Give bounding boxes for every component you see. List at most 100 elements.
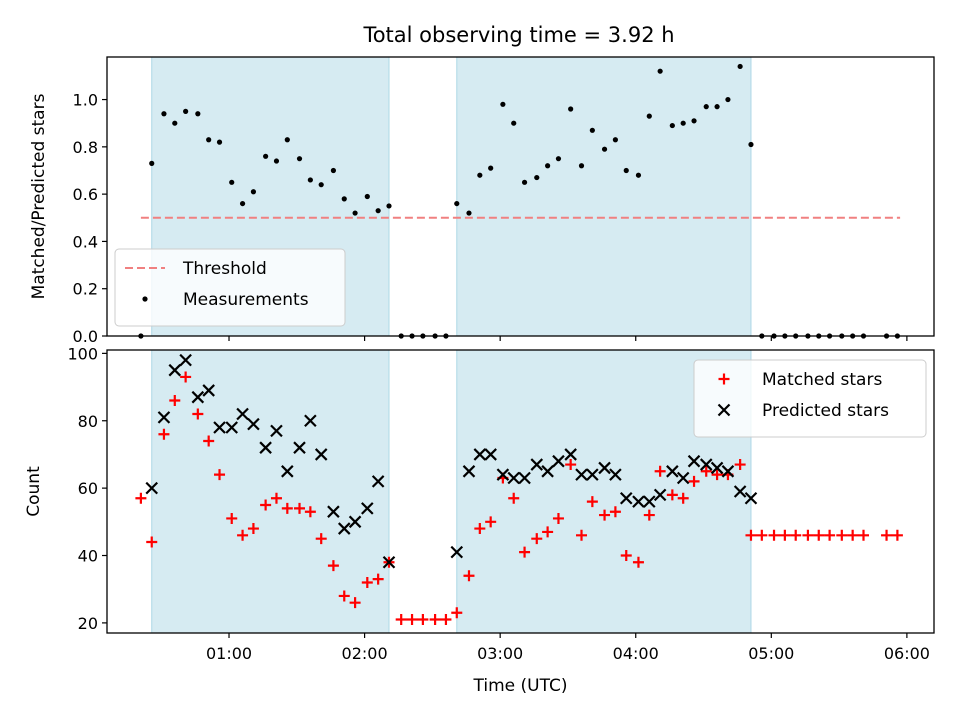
predicted-stars-point: [699, 458, 713, 471]
predicted-stars-point: [304, 414, 317, 428]
predicted-stars-point: [710, 461, 724, 475]
matched-stars-point: [226, 512, 238, 524]
legend-label: Measurements: [183, 290, 309, 310]
matched-stars-point: [565, 459, 577, 471]
bottom-y-axis-label: Count: [24, 466, 44, 517]
matched-stars-point: [599, 509, 611, 521]
measurements-point: [183, 108, 189, 114]
y-tick-label: 0.8: [73, 138, 98, 157]
predicted-stars-point: [676, 471, 690, 485]
measurements-point: [386, 203, 392, 209]
measurements-point: [578, 163, 585, 169]
legend-box: [693, 359, 927, 438]
x-tick-label: 04:00: [613, 644, 659, 663]
predicted-stars-point: [281, 465, 294, 478]
matched-stars-point: [146, 536, 158, 548]
matched-stars-point: [417, 614, 429, 626]
predicted-stars-point: [348, 515, 362, 529]
matched-stars-point: [734, 459, 746, 471]
matched-stars-point: [552, 512, 564, 524]
y-tick-label: 0.2: [73, 280, 98, 299]
matched-stars-point: [304, 506, 316, 518]
measurements-point: [364, 193, 370, 200]
measurements-point: [589, 127, 595, 133]
y-tick-label: 0.6: [73, 185, 98, 204]
matched-stars-point: [406, 614, 418, 626]
measurements-point: [477, 172, 483, 178]
legend-label: Threshold: [182, 259, 267, 279]
measurements-point: [521, 179, 528, 185]
measurements-point: [273, 158, 280, 164]
matched-stars-point: [620, 550, 632, 562]
measurements-point: [534, 174, 540, 181]
matched-stars-point: [463, 570, 475, 582]
predicted-stars-point: [202, 384, 215, 397]
measurements-point: [545, 163, 551, 169]
top-series-measurements: [138, 63, 900, 339]
matched-stars-point: [891, 529, 903, 541]
measurements-point: [216, 139, 223, 145]
predicted-stars-point: [247, 417, 260, 431]
measurements-point: [375, 208, 381, 214]
measurements-point: [229, 179, 235, 185]
predicted-stars-point: [450, 545, 464, 559]
measurements-point: [646, 113, 652, 119]
matched-stars-point: [677, 492, 689, 504]
measurements-point: [703, 104, 709, 110]
matched-stars-point: [247, 523, 259, 535]
matched-stars-point: [609, 506, 621, 518]
predicted-stars-point: [586, 468, 599, 481]
matched-stars-point: [135, 492, 147, 504]
measurements-point: [352, 210, 358, 216]
predicted-stars-point: [564, 448, 577, 461]
predicted-stars-point: [462, 465, 476, 478]
top-legend: Threshold Measurements: [114, 248, 346, 327]
bottom-axes-frame: [106, 349, 935, 634]
predicted-stars-point: [213, 421, 226, 434]
measurements-point: [263, 153, 269, 159]
matched-stars-point: [531, 533, 543, 545]
matched-stars-point: [666, 489, 678, 501]
x-axis-label: Time (UTC): [473, 676, 568, 696]
matched-stars-point: [485, 516, 497, 528]
measurements-point: [149, 160, 155, 166]
predicted-stars-point: [484, 448, 497, 461]
predicted-stars-point: [653, 488, 667, 502]
measurements-point: [737, 63, 743, 70]
measurements-point: [601, 146, 608, 152]
predicted-stars-point: [361, 502, 374, 515]
predicted-stars-point: [157, 411, 171, 424]
matched-stars-point: [203, 435, 215, 447]
matched-stars-point: [802, 529, 814, 541]
legend-box: [114, 248, 346, 327]
matched-stars-point: [169, 395, 181, 407]
predicted-stars-point: [473, 448, 487, 461]
predicted-stars-point: [609, 468, 622, 481]
matched-stars-point: [349, 597, 361, 609]
measurements-point: [623, 167, 629, 174]
predicted-stars-point: [382, 555, 396, 569]
matched-stars-point: [361, 576, 373, 588]
measurements-point: [195, 111, 201, 117]
measurements-point: [239, 200, 246, 207]
measurements-point: [330, 167, 337, 174]
matched-stars-point: [745, 529, 757, 541]
measurements-point: [466, 210, 472, 216]
measurements-point: [612, 137, 619, 143]
measurements-point: [250, 189, 257, 195]
measurements-point: [669, 122, 675, 129]
measurements-point: [454, 200, 460, 207]
predicted-stars-point: [293, 441, 306, 454]
predicted-stars-point: [744, 491, 758, 505]
matched-stars-point: [372, 573, 384, 585]
predicted-stars-point: [270, 424, 283, 438]
matched-stars-point: [586, 496, 598, 508]
predicted-stars-point: [733, 485, 747, 498]
matched-stars-point: [281, 502, 293, 514]
legend-marker-swatch: [718, 373, 730, 385]
matched-stars-point: [858, 529, 870, 541]
measurements-point: [680, 120, 686, 126]
matched-stars-point: [711, 469, 723, 481]
bottom-series-predicted-stars: [145, 353, 758, 569]
matched-stars-point: [294, 502, 306, 514]
